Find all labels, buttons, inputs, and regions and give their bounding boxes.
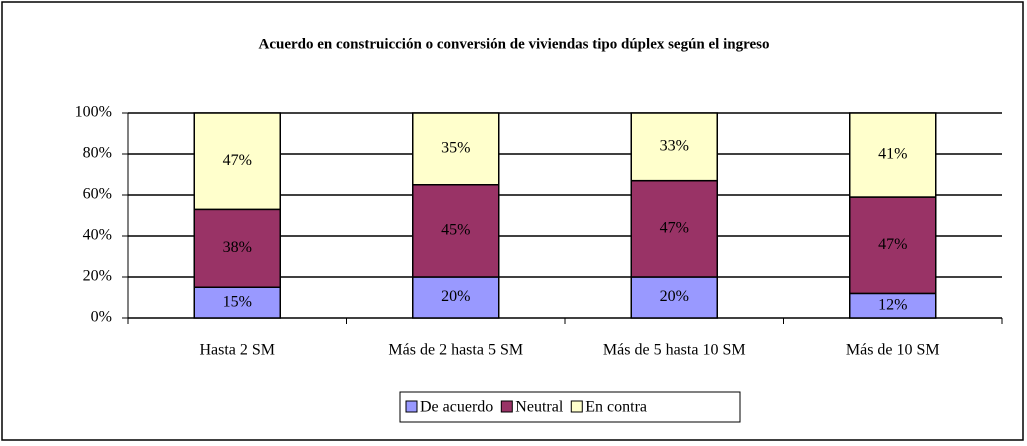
data-label: 15% bbox=[223, 293, 252, 310]
data-label: 47% bbox=[878, 236, 907, 253]
bar-segment bbox=[412, 112, 500, 186]
bar-segment bbox=[630, 179, 718, 278]
data-label: 12% bbox=[878, 296, 907, 313]
legend-label: Neutral bbox=[515, 399, 564, 416]
legend-label: De acuerdo bbox=[420, 399, 493, 416]
x-tick-label: Más de 5 hasta 10 SM bbox=[603, 342, 746, 359]
bar-segment bbox=[849, 292, 937, 319]
legend-label: En contra bbox=[585, 399, 647, 416]
y-tick-label: 80% bbox=[83, 145, 112, 162]
legend-swatch bbox=[570, 400, 583, 413]
data-label: 47% bbox=[660, 219, 689, 236]
bar-segment bbox=[849, 196, 937, 295]
bar-segment bbox=[412, 276, 500, 319]
data-label: 45% bbox=[441, 222, 470, 239]
data-label: 35% bbox=[441, 140, 470, 157]
bar-segment bbox=[630, 112, 718, 182]
x-tick-label: Más de 10 SM bbox=[846, 342, 940, 359]
x-tick-label: Hasta 2 SM bbox=[199, 342, 275, 359]
data-label: 38% bbox=[223, 239, 252, 256]
bar-segment bbox=[193, 112, 281, 211]
chart-title: Acuerdo en construicción o conversión de… bbox=[259, 36, 770, 52]
data-label: 33% bbox=[660, 137, 689, 154]
y-tick-label: 0% bbox=[91, 309, 112, 326]
y-tick-label: 100% bbox=[75, 104, 112, 121]
data-label: 41% bbox=[878, 146, 907, 163]
bar-segment bbox=[849, 112, 937, 198]
data-label: 20% bbox=[441, 288, 470, 305]
bar-segment bbox=[412, 184, 500, 278]
y-tick-label: 60% bbox=[83, 186, 112, 203]
legend-swatch bbox=[500, 400, 513, 413]
legend-swatch bbox=[405, 400, 418, 413]
data-label: 20% bbox=[660, 288, 689, 305]
legend-box bbox=[399, 391, 741, 423]
data-label: 47% bbox=[223, 152, 252, 169]
x-tick-label: Más de 2 hasta 5 SM bbox=[388, 342, 523, 359]
y-tick-label: 40% bbox=[83, 227, 112, 244]
y-tick-label: 20% bbox=[83, 268, 112, 285]
